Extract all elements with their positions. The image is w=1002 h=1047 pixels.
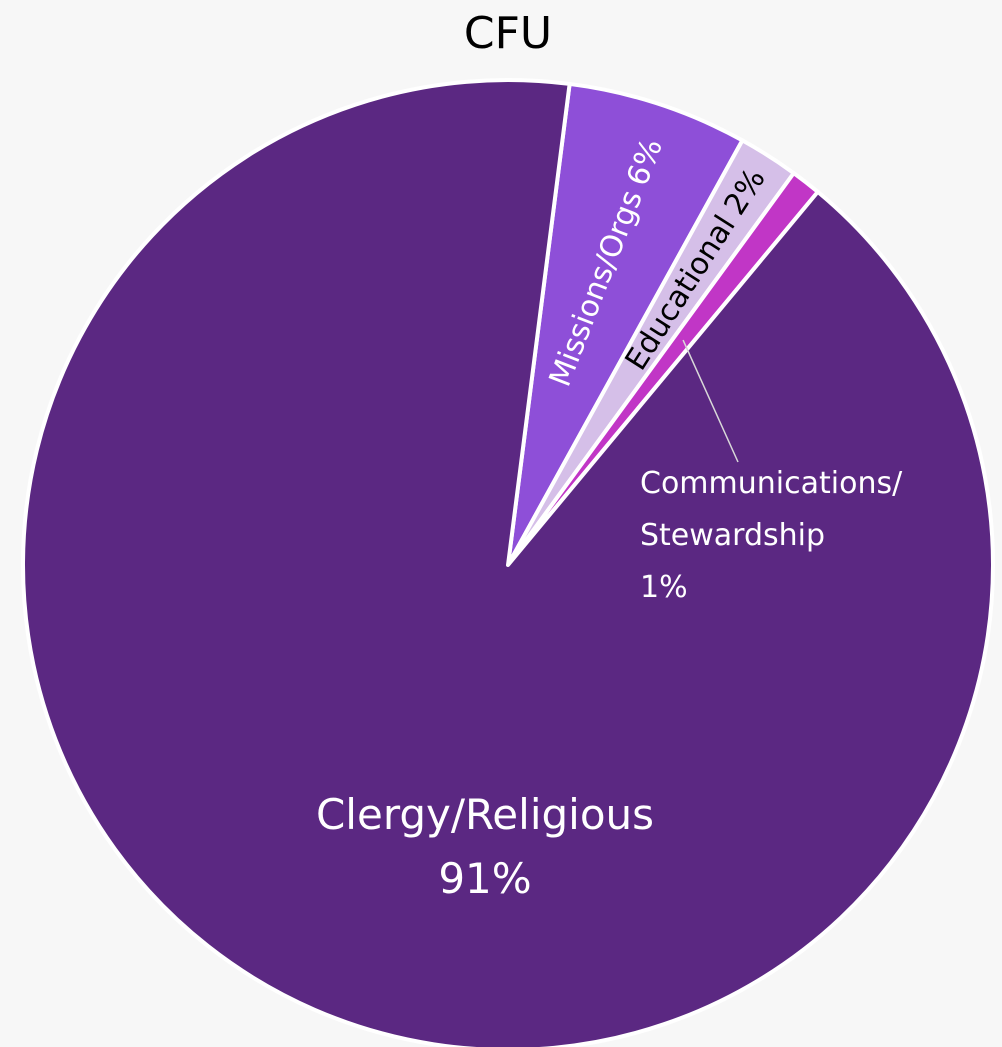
- value-label: 91%: [438, 854, 531, 903]
- data-label: Clergy/Religious 91%: [316, 790, 654, 903]
- value-label: 1%: [640, 570, 688, 605]
- pie-slice: [21, 78, 995, 1047]
- category-label: Communications/Stewardship: [640, 466, 903, 553]
- category-label: Clergy/Religious: [316, 790, 654, 839]
- chart-title: CFU: [464, 8, 552, 59]
- category-line: Stewardship: [640, 518, 825, 553]
- leader-line: [682, 339, 739, 463]
- data-label: Communications/Stewardship 1%: [640, 466, 903, 605]
- category-line: Communications/: [640, 466, 903, 501]
- pie-slice: [506, 81, 745, 567]
